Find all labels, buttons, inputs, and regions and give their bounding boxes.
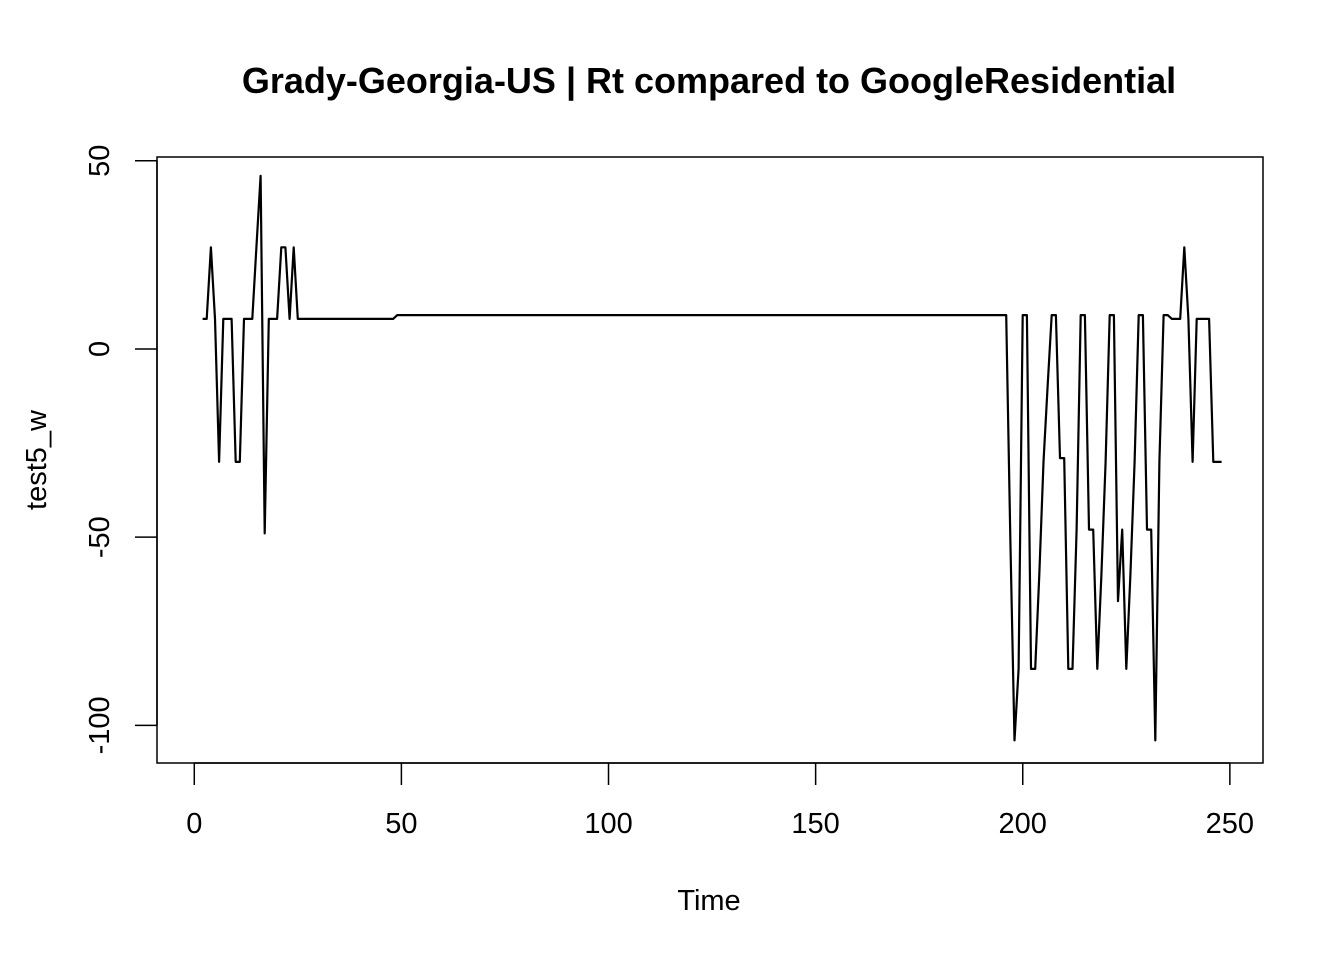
x-axis-label: Time xyxy=(677,885,740,917)
y-tick-label: -50 xyxy=(84,516,116,558)
plot-frame xyxy=(156,156,1264,764)
series-layer xyxy=(202,174,1222,742)
y-tick-label: 50 xyxy=(84,145,116,177)
x-axis: 0 50 100 150 200 250 xyxy=(186,762,1254,840)
x-tick-label: 0 xyxy=(186,808,202,840)
y-axis-label: test5_w xyxy=(21,409,53,510)
y-axis: -100 -50 0 50 xyxy=(84,145,158,754)
x-tick-label: 50 xyxy=(385,808,417,840)
x-tick-label: 100 xyxy=(584,808,632,840)
chart-title: Grady-Georgia-US | Rt compared to Google… xyxy=(242,60,1176,102)
y-tick-label: -100 xyxy=(84,696,116,754)
x-tick-label: 150 xyxy=(791,808,839,840)
y-tick-label: 0 xyxy=(84,341,116,357)
series-line-0 xyxy=(202,174,1222,742)
x-tick-label: 200 xyxy=(999,808,1047,840)
x-tick-label: 250 xyxy=(1206,808,1254,840)
